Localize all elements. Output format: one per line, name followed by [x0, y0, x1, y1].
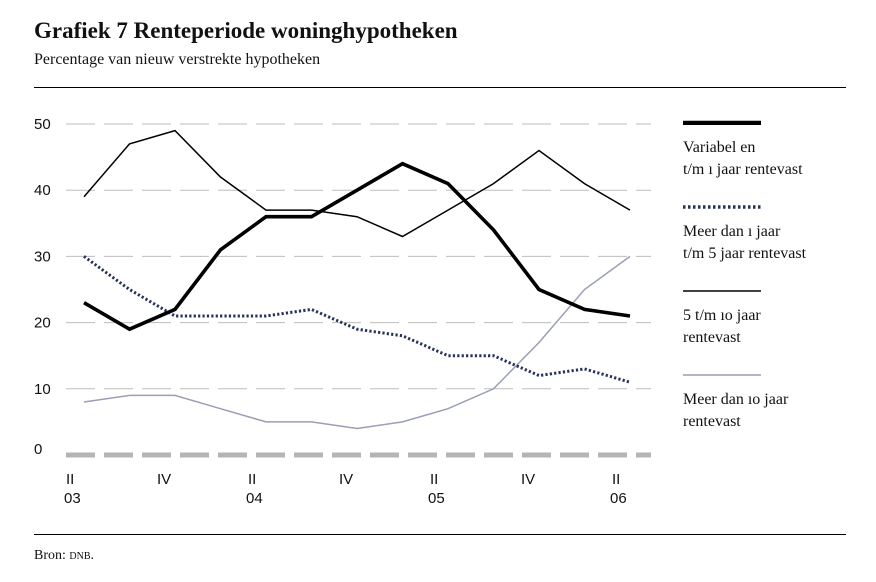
source-note: Bron: dnb.	[34, 548, 94, 564]
legend-label-3: Meer dan ıo jaar rentevast	[683, 389, 863, 433]
legend-label-line: t/m 5 jaar rentevast	[683, 245, 807, 262]
series-line-3	[83, 255, 631, 430]
legend-swatch-1	[683, 205, 761, 209]
x-tick-label-2: IV	[157, 471, 171, 488]
x-tick-year-12: 06	[610, 490, 627, 507]
legend-label-line: rentevast	[683, 413, 741, 430]
y-tick-label-30: 30	[34, 248, 51, 265]
x-tick-label-0: II	[66, 471, 74, 488]
top-rule	[34, 87, 846, 88]
legend-label-line: rentevast	[683, 329, 741, 346]
legend-label-line: 5 t/m ıo jaar	[683, 307, 761, 324]
x-tick-label-4: II	[248, 471, 256, 488]
x-tick-year-0: 03	[64, 490, 81, 507]
y-tick-label-50: 50	[34, 116, 51, 133]
source-prefix: Bron:	[34, 548, 70, 563]
legend-label-0: Variabel en t/m ı jaar rentevast	[683, 137, 863, 181]
legend-swatch-2	[683, 290, 761, 292]
legend-label-line: t/m ı jaar rentevast	[683, 161, 803, 178]
chart-title: Grafiek 7 Renteperiode woninghypotheken	[34, 18, 458, 43]
y-tick-label-10: 10	[34, 381, 51, 398]
y-tick-label-40: 40	[34, 182, 51, 199]
legend-swatch-3	[683, 374, 761, 376]
x-tick-label-12: II	[612, 471, 620, 488]
legend-label-1: Meer dan ı jaar t/m 5 jaar rentevast	[683, 221, 863, 265]
x-tick-label-8: II	[430, 471, 438, 488]
chart-subtitle: Percentage van nieuw verstrekte hypothek…	[34, 51, 321, 68]
y-tick-label-0: 0	[34, 441, 42, 458]
legend-label-line: Variabel en	[683, 139, 756, 156]
x-tick-label-10: IV	[521, 471, 535, 488]
series-line-2	[83, 129, 631, 238]
series-line-0	[83, 161, 631, 332]
x-tick-year-4: 04	[246, 490, 263, 507]
legend-swatch-0	[683, 120, 761, 125]
series-line-1	[83, 255, 631, 384]
legend-label-line: Meer dan ı jaar	[683, 223, 781, 240]
x-tick-year-8: 05	[428, 490, 445, 507]
bottom-rule	[34, 534, 846, 535]
legend-label-line: Meer dan ıo jaar	[683, 391, 789, 408]
x-tick-label-6: IV	[339, 471, 353, 488]
y-tick-label-20: 20	[34, 315, 51, 332]
legend-label-2: 5 t/m ıo jaar rentevast	[683, 305, 863, 349]
source-name: dnb.	[69, 548, 95, 563]
